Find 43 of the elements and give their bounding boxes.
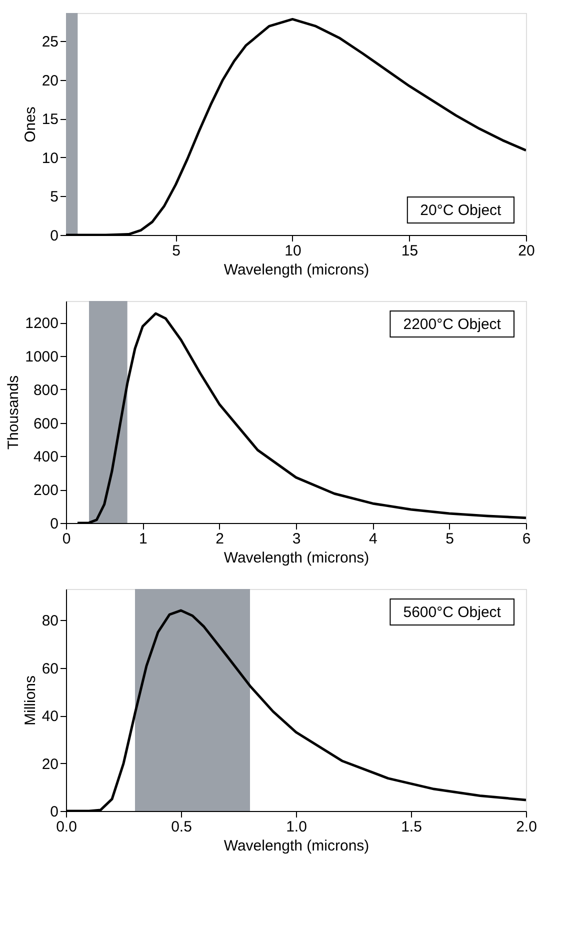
x-tick-label: 2.0 bbox=[516, 818, 537, 836]
x-tick-label: 5 bbox=[446, 530, 454, 548]
y-tick-label: 15 bbox=[42, 111, 58, 128]
y-tick-label: 20 bbox=[42, 72, 58, 90]
y-tick-label: 200 bbox=[33, 482, 58, 500]
y-axis-title: Millions bbox=[22, 675, 39, 726]
y-tick-label: 0 bbox=[50, 228, 58, 244]
y-tick-label: 0 bbox=[50, 516, 58, 532]
x-tick-label: 15 bbox=[401, 242, 418, 260]
y-tick-label: 1000 bbox=[25, 348, 58, 366]
y-tick-label: 1200 bbox=[25, 315, 58, 332]
y-tick-label: 60 bbox=[42, 660, 58, 678]
annotation: 5600°C Object bbox=[403, 604, 502, 621]
x-axis-title: Wavelength (microns) bbox=[224, 838, 370, 854]
x-tick-label: 3 bbox=[292, 530, 301, 548]
x-tick-label: 2 bbox=[216, 530, 224, 548]
y-tick-label: 400 bbox=[33, 448, 58, 466]
y-tick-label: 800 bbox=[33, 382, 58, 399]
x-tick-label: 1.5 bbox=[401, 818, 422, 836]
y-tick-label: 20 bbox=[42, 756, 58, 773]
y-tick-label: 5 bbox=[50, 188, 58, 206]
x-tick-label: 1 bbox=[138, 530, 148, 548]
annotation: 2200°C Object bbox=[403, 316, 502, 333]
x-tick-label: 4 bbox=[368, 530, 378, 548]
x-tick-label: 5 bbox=[172, 242, 180, 260]
x-tick-label: 0.5 bbox=[171, 818, 192, 836]
y-tick-label: 25 bbox=[42, 33, 58, 50]
x-tick-label: 6 bbox=[522, 530, 531, 548]
x-axis-title: Wavelength (microns) bbox=[224, 550, 370, 566]
y-tick-label: 10 bbox=[42, 150, 58, 167]
x-axis-title: Wavelength (microns) bbox=[224, 262, 370, 278]
y-axis-title: Thousands bbox=[5, 375, 22, 450]
y-tick-label: 40 bbox=[42, 708, 58, 726]
annotation: 20°C Object bbox=[420, 202, 502, 219]
x-tick-label: 1.0 bbox=[286, 818, 307, 836]
y-tick-label: 600 bbox=[33, 415, 58, 432]
x-tick-label: 0 bbox=[62, 530, 71, 548]
y-axis-title: Ones bbox=[22, 106, 39, 142]
x-tick-label: 10 bbox=[284, 242, 302, 260]
x-tick-label: 20 bbox=[518, 242, 535, 260]
y-tick-label: 80 bbox=[42, 612, 58, 630]
x-tick-label: 0.0 bbox=[56, 818, 77, 836]
y-tick-label: 0 bbox=[50, 804, 58, 820]
